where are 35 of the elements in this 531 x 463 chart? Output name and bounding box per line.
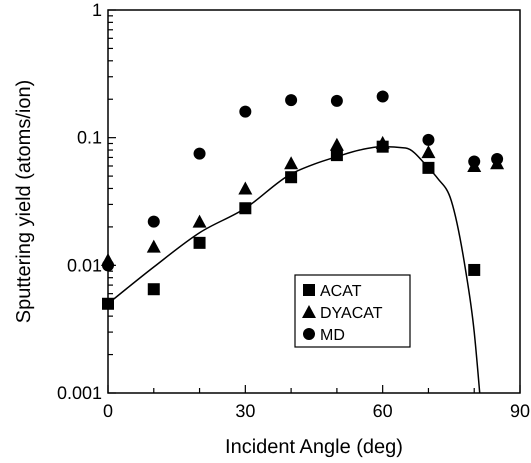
point bbox=[194, 148, 206, 160]
point bbox=[194, 236, 206, 249]
point bbox=[468, 264, 480, 276]
y-tick-label: 0.01 bbox=[66, 255, 102, 276]
y-tick-label: 1 bbox=[92, 0, 102, 20]
legend-label: MD bbox=[320, 327, 345, 344]
point bbox=[239, 106, 252, 118]
y-tick-label: 0.001 bbox=[56, 383, 102, 403]
point bbox=[239, 202, 252, 214]
x-tick-label: 90 bbox=[510, 401, 530, 421]
y-axis-title: Sputtering yield (atoms/ion) bbox=[13, 80, 35, 324]
legend-label: DYACAT bbox=[320, 305, 383, 322]
point bbox=[376, 90, 389, 103]
point bbox=[146, 240, 161, 253]
point bbox=[330, 94, 343, 107]
point bbox=[101, 253, 115, 266]
x-axis-title: Incident Angle (deg) bbox=[225, 436, 403, 458]
point bbox=[102, 298, 114, 310]
point bbox=[285, 171, 298, 184]
point bbox=[421, 145, 436, 158]
point bbox=[376, 140, 389, 153]
point bbox=[422, 134, 434, 146]
point bbox=[238, 181, 252, 194]
legend-label: ACAT bbox=[320, 283, 362, 300]
x-tick-label: 0 bbox=[102, 401, 114, 421]
point bbox=[148, 216, 160, 228]
point bbox=[422, 162, 434, 174]
x-tick-label: 30 bbox=[235, 401, 256, 421]
point bbox=[285, 94, 298, 106]
y-tick-label: 0.1 bbox=[76, 128, 102, 148]
point bbox=[284, 156, 298, 170]
point bbox=[148, 283, 160, 296]
x-tick-label: 60 bbox=[372, 401, 393, 421]
point bbox=[330, 149, 343, 162]
point bbox=[192, 214, 207, 228]
